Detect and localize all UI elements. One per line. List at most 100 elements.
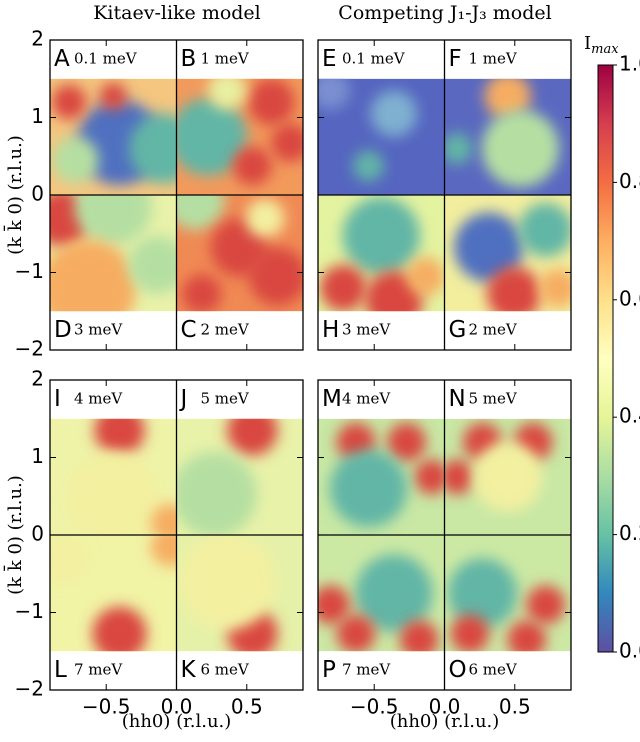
- map-blob: [51, 84, 87, 120]
- map-blob: [538, 268, 571, 308]
- colorbar-label: Imax: [584, 33, 619, 57]
- y-tick-label: −1: [15, 599, 44, 623]
- y-tick-label: 0: [31, 522, 44, 546]
- panel-energy: 1 meV: [469, 49, 518, 67]
- x-tick-label: 0.0: [429, 695, 461, 719]
- map-blob: [227, 418, 278, 456]
- panel-energy: 7 meV: [342, 661, 391, 679]
- map-blob: [336, 614, 376, 652]
- colorbar-tick-label: 0.6: [619, 286, 640, 310]
- map-blob: [526, 585, 566, 625]
- y-tick-label: −2: [15, 677, 44, 701]
- map-blob: [207, 78, 247, 110]
- panel-energy: 6 meV: [201, 661, 250, 679]
- panel-energy: 4 meV: [74, 389, 123, 407]
- panel-energy: 7 meV: [74, 661, 123, 679]
- colorbar-tick-label: 1.0: [619, 52, 640, 76]
- column-title: Competing J₁-J₃ model: [338, 2, 551, 24]
- colorbar-tick-label: 0.0: [619, 639, 640, 663]
- map-blob: [486, 266, 542, 312]
- map-blob: [444, 133, 473, 164]
- intensity-map: [318, 418, 445, 535]
- x-tick-label: 0.5: [231, 695, 263, 719]
- panel-letter: G: [449, 317, 467, 343]
- panel-letter: A: [54, 46, 70, 72]
- map-blob: [399, 620, 439, 652]
- map-blob: [444, 459, 475, 495]
- colorbar-tick-label: 0.2: [619, 521, 640, 545]
- y-tick-label: 2: [31, 27, 44, 51]
- panel-energy: 5 meV: [201, 389, 250, 407]
- panel-energy: 2 meV: [201, 321, 250, 339]
- intensity-map: [176, 535, 303, 652]
- panel-letter: J: [179, 386, 188, 412]
- map-blob: [318, 585, 351, 625]
- map-blob: [320, 264, 367, 312]
- map-blob: [248, 78, 295, 126]
- intensity-map: [444, 418, 571, 535]
- map-blob: [447, 558, 518, 628]
- y-tick-label: −2: [15, 337, 44, 361]
- map-blob: [150, 535, 177, 566]
- panel-energy: 0.1 meV: [342, 49, 406, 67]
- panel-letter: C: [181, 317, 197, 343]
- map-blob: [233, 146, 272, 186]
- x-tick-label: 0.5: [499, 695, 531, 719]
- map-blob: [453, 212, 524, 283]
- intensity-map: [50, 195, 177, 312]
- panel-letter: F: [449, 46, 462, 72]
- map-blob: [318, 78, 351, 110]
- map-blob: [178, 535, 276, 630]
- map-blob: [176, 195, 225, 230]
- map-blob: [50, 535, 86, 582]
- map-blob: [353, 150, 385, 182]
- map-blob: [64, 451, 162, 535]
- panel-letter: O: [449, 657, 467, 683]
- map-blob: [245, 198, 285, 238]
- panel-letter: P: [322, 657, 336, 683]
- map-blob: [99, 82, 127, 110]
- intensity-map: [176, 418, 303, 535]
- panel-energy: 1 meV: [201, 49, 250, 67]
- map-blob: [370, 90, 418, 137]
- colorbar-tick-label: 0.4: [619, 404, 640, 428]
- intensity-map: [50, 535, 177, 652]
- x-axis-label: (hh0) (r.l.u.): [122, 711, 232, 732]
- intensity-map: [50, 78, 177, 195]
- colorbar-tick-label: 0.8: [619, 169, 640, 193]
- y-axis-label: (k k̄ 0) (r.l.u.): [2, 135, 26, 255]
- map-blob: [387, 422, 426, 462]
- intensity-map: [50, 418, 177, 535]
- map-blob: [507, 620, 547, 652]
- panel-letter: N: [449, 386, 466, 412]
- map-blob: [150, 504, 177, 535]
- map-blob: [248, 247, 303, 306]
- panel-letter: M: [322, 386, 342, 412]
- map-blob: [52, 136, 99, 184]
- panel-letter: E: [322, 46, 337, 72]
- map-blob: [94, 418, 145, 456]
- panel-energy: 3 meV: [342, 321, 391, 339]
- panel-energy: 4 meV: [342, 389, 391, 407]
- column-title: Kitaev-like model: [93, 2, 261, 24]
- panel-letter: H: [322, 317, 339, 343]
- x-axis-label: (hh0) (r.l.u.): [390, 711, 500, 732]
- colorbar-label-main: I: [584, 33, 591, 54]
- map-blob: [518, 202, 571, 257]
- intensity-map: [318, 78, 445, 195]
- y-tick-label: 2: [31, 367, 44, 391]
- map-blob: [342, 196, 420, 275]
- colorbar-label-sub: max: [591, 42, 619, 57]
- map-blob: [128, 235, 177, 294]
- colorbar: [597, 64, 614, 653]
- panel-energy: 5 meV: [469, 389, 518, 407]
- map-blob: [472, 442, 543, 512]
- panel-energy: 3 meV: [74, 321, 123, 339]
- panel-letter: L: [54, 657, 67, 683]
- map-blob: [414, 459, 445, 495]
- y-tick-label: 1: [31, 444, 44, 468]
- map-blob: [481, 109, 560, 188]
- map-blob: [450, 614, 490, 652]
- intensity-map: [176, 195, 303, 312]
- y-tick-label: 0: [31, 182, 44, 206]
